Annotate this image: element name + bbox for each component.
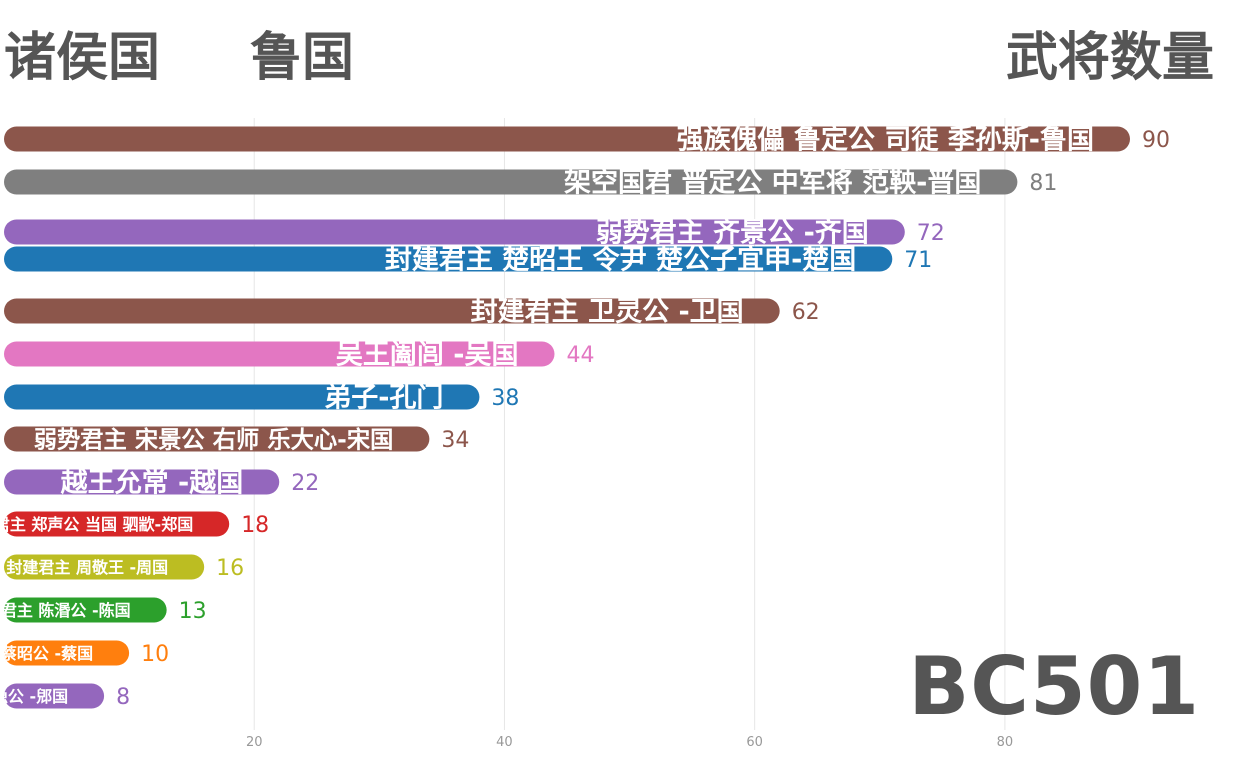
bar-label-8: 越王允常 -越国 — [61, 467, 244, 499]
value-label-3: 71 — [904, 248, 932, 273]
header-left-label: 诸侯国 — [4, 28, 161, 88]
bar-8 — [4, 469, 280, 495]
bar-4 — [4, 298, 780, 324]
value-label-12: 10 — [141, 642, 169, 667]
bar-label-13: 郳隐公 -郳国 — [0, 687, 68, 706]
x-tick-label-2: 60 — [746, 735, 763, 750]
bar-5 — [4, 341, 555, 367]
bar-11 — [4, 597, 167, 623]
bar-label-1: 架空国君 晋定公 中军将 范鞅-晋国 — [564, 167, 981, 199]
bar-label-5: 吴王阖闾 -吴国 — [336, 340, 519, 371]
value-label-6: 38 — [491, 386, 519, 411]
x-tick-label-1: 40 — [496, 735, 513, 750]
bar-label-3: 封建君主 楚昭王 令尹 楚公子宜申-楚国 — [385, 244, 856, 276]
bar-label-0: 强族傀儡 鲁定公 司徒 季孙斯-鲁国 — [677, 124, 1094, 156]
value-label-10: 16 — [216, 556, 244, 581]
value-label-1: 81 — [1029, 171, 1057, 196]
bar-label-12: 封建君主 蔡昭公 -蔡国 — [0, 644, 93, 663]
bar-label-2: 弱势君主 齐景公 -齐国 — [596, 217, 869, 249]
bar-10 — [4, 554, 205, 580]
year-label: BC501 — [908, 640, 1200, 733]
value-label-0: 90 — [1142, 128, 1170, 153]
header-right-label: 武将数量 — [1005, 28, 1214, 88]
bar-label-6: 弟子-孔门 — [324, 383, 443, 414]
x-tick-label-0: 20 — [246, 735, 263, 750]
bar-13 — [4, 683, 105, 709]
value-label-7: 34 — [441, 428, 469, 453]
value-label-8: 22 — [291, 471, 319, 496]
bar-label-4: 封建君主 卫灵公 -卫国 — [471, 297, 744, 328]
bar-6 — [4, 384, 480, 410]
value-label-9: 18 — [241, 513, 269, 538]
value-label-5: 44 — [566, 343, 594, 368]
value-label-11: 13 — [179, 599, 207, 624]
bar-2 — [4, 219, 905, 245]
bar-0 — [4, 126, 1130, 152]
x-tick-label-3: 80 — [997, 735, 1014, 750]
bar-7 — [4, 426, 430, 452]
value-label-13: 8 — [116, 685, 130, 710]
value-label-2: 72 — [917, 221, 945, 246]
bar-3 — [4, 246, 893, 272]
bar-label-9: 封建君主 郑声公 当国 驷歂-郑国 — [0, 515, 193, 534]
bar-label-11: 封建君主 陈湣公 -陈国 — [0, 601, 131, 620]
header-country: 鲁国 — [250, 28, 355, 88]
bar-label-10: 封建君主 周敬王 -周国 — [6, 558, 168, 577]
bar-12 — [4, 640, 130, 666]
value-label-4: 62 — [792, 300, 820, 325]
bar-1 — [4, 169, 1018, 195]
bar-9 — [4, 511, 230, 537]
bar-label-7: 弱势君主 宋景公 右师 乐大心-宋国 — [34, 426, 394, 453]
